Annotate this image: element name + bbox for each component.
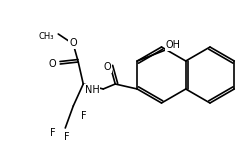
- Text: O: O: [48, 59, 56, 69]
- Text: F: F: [50, 128, 55, 138]
- Text: O: O: [103, 62, 110, 72]
- Text: F: F: [64, 132, 70, 142]
- Text: CH₃: CH₃: [38, 32, 54, 41]
- Text: O: O: [69, 38, 77, 48]
- Text: NH: NH: [84, 85, 99, 95]
- Text: F: F: [81, 111, 86, 121]
- Text: OH: OH: [165, 40, 180, 50]
